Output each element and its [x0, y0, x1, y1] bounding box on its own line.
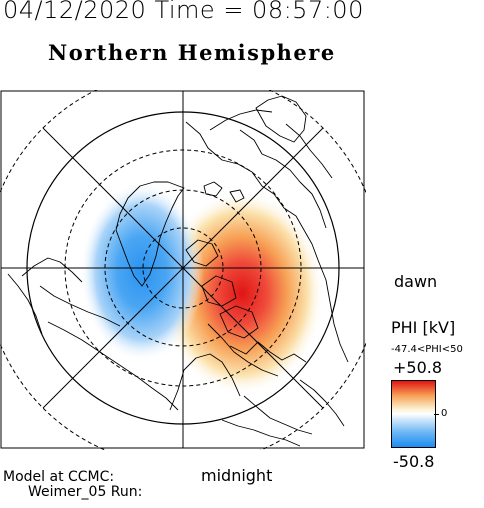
dawn-label: dawn — [394, 272, 438, 291]
colorbar-min-label: -50.8 — [393, 452, 435, 471]
model-line-2: Weimer_05 Run: — [28, 484, 143, 500]
colorbar-title: PHI [kV] — [391, 318, 456, 337]
polar-potential-map — [0, 90, 366, 450]
colorbar — [391, 380, 436, 448]
negative-potential-cell — [80, 182, 204, 362]
colorbar-zero-label: 0 — [441, 408, 448, 419]
positive-potential-cell — [160, 191, 324, 395]
date-time-title: 04/12/2020 Time = 08:57:00 — [3, 0, 364, 24]
map-frame — [0, 90, 365, 449]
grid-lines — [1, 91, 364, 448]
midnight-label: midnight — [201, 466, 273, 485]
latitude-circles — [0, 90, 366, 450]
colorbar-max-label: +50.8 — [393, 358, 443, 377]
hemisphere-title: Northern Hemisphere — [48, 40, 336, 65]
colorbar-zero-tick — [434, 414, 439, 415]
colorbar-range: -47.4<PHI<50 — [391, 344, 463, 355]
model-line-1: Model at CCMC: — [3, 469, 115, 485]
